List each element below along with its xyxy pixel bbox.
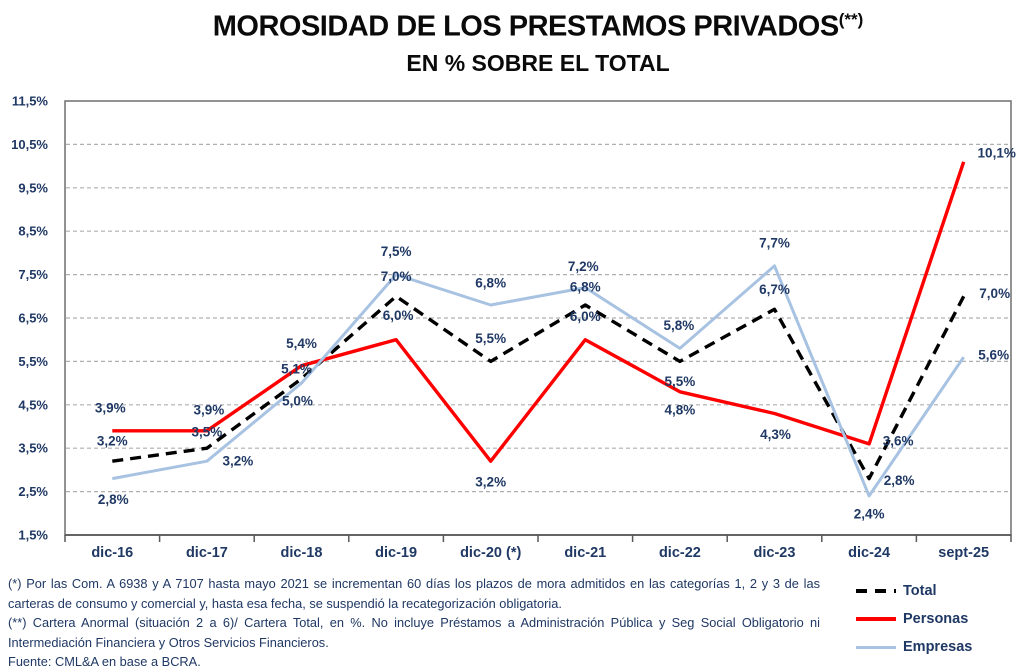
- personas-line-sample: [856, 617, 896, 621]
- data-label-empresas: 7,7%: [759, 235, 790, 250]
- footnote-line-3: (**) Cartera Anormal (situación 2 a 6)/ …: [8, 615, 820, 630]
- x-axis-category-label: dic-18: [281, 545, 323, 561]
- data-label-personas: 3,6%: [883, 433, 914, 448]
- data-label-total: 7,0%: [381, 269, 412, 284]
- data-label-personas: 4,3%: [760, 427, 791, 442]
- data-label-personas: 6,0%: [570, 309, 601, 324]
- legend-label-total: Total: [903, 583, 937, 599]
- legend-item-empresas: Empresas: [856, 633, 972, 661]
- y-axis-tick-label: 2,5%: [18, 484, 48, 499]
- legend: Total Personas Empresas: [856, 577, 972, 661]
- x-axis-category-label: dic-22: [659, 545, 701, 561]
- legend-item-total: Total: [856, 577, 972, 605]
- data-label-personas: 4,8%: [665, 402, 696, 417]
- empresas-line-sample: [856, 645, 896, 649]
- data-label-total: 3,5%: [192, 425, 223, 440]
- y-axis-tick-label: 6,5%: [18, 311, 48, 326]
- series-line-empresas: [112, 264, 965, 498]
- page-title: MOROSIDAD DE LOS PRESTAMOS PRIVADOS(**): [52, 10, 1024, 44]
- footnote-source: Fuente: CML&A en base a BCRA.: [8, 654, 201, 669]
- data-label-empresas: 5,6%: [978, 348, 1009, 363]
- x-axis-category-label: dic-17: [186, 545, 228, 561]
- y-axis-tick-label: 4,5%: [18, 397, 48, 412]
- x-axis-category-label: dic-20 (*): [460, 545, 521, 561]
- data-label-personas: 3,2%: [475, 475, 506, 490]
- page-title-text: MOROSIDAD DE LOS PRESTAMOS PRIVADOS: [212, 10, 839, 43]
- y-axis-tick-label: 9,5%: [18, 180, 48, 195]
- footnotes: (*) Por las Com. A 6938 y A 7107 hasta m…: [8, 574, 820, 672]
- total-dashed-line-sample: [856, 589, 896, 593]
- y-axis-tick-label: 5,5%: [18, 354, 48, 369]
- data-label-empresas: 7,5%: [381, 244, 412, 259]
- legend-label-empresas: Empresas: [903, 639, 973, 655]
- data-label-total: 2,8%: [884, 473, 915, 488]
- footnote-line-4: Intermediación Financiera y Otros Servic…: [8, 634, 329, 650]
- data-label-personas: 5,4%: [286, 336, 317, 351]
- data-label-empresas: 2,8%: [98, 492, 129, 507]
- data-label-total: 6,8%: [570, 279, 601, 294]
- data-label-personas: 3,9%: [95, 400, 126, 415]
- series-line-personas: [112, 161, 966, 463]
- data-label-total: 6,7%: [759, 282, 790, 297]
- legend-item-personas: Personas: [856, 605, 972, 633]
- y-axis-tick-label: 3,5%: [18, 441, 48, 456]
- data-label-total: 5,1%: [281, 361, 312, 376]
- title-superscript: (**): [838, 10, 864, 29]
- data-label-empresas: 5,0%: [282, 394, 313, 409]
- x-axis-category-label: dic-16: [91, 545, 133, 561]
- data-label-empresas: 2,4%: [854, 506, 885, 521]
- footnote-line-1: (*) Por las Com. A 6938 y A 7107 hasta m…: [8, 576, 820, 591]
- x-axis-category-label: dic-24: [848, 545, 890, 561]
- x-axis-category-label: dic-19: [375, 545, 417, 561]
- data-label-empresas: 5,8%: [664, 318, 695, 333]
- y-axis-tick-label: 7,5%: [18, 267, 48, 282]
- data-label-personas: 6,0%: [383, 308, 414, 323]
- y-axis-tick-label: 8,5%: [18, 224, 48, 239]
- data-label-empresas: 7,2%: [568, 259, 599, 274]
- data-label-empresas: 3,2%: [223, 454, 254, 469]
- data-label-empresas: 6,8%: [475, 275, 506, 290]
- series-line-total: [112, 294, 966, 481]
- data-label-personas: 10,1%: [978, 145, 1016, 160]
- x-axis-category-label: dic-21: [564, 545, 606, 561]
- page-subtitle: EN % SOBRE EL TOTAL: [406, 50, 670, 76]
- y-axis-tick-label: 11,5%: [12, 94, 49, 109]
- legend-label-personas: Personas: [903, 611, 969, 627]
- data-label-total: 7,0%: [979, 286, 1010, 301]
- data-label-total: 3,2%: [97, 434, 128, 449]
- x-axis-category-label: dic-23: [754, 545, 796, 561]
- y-axis-tick-label: 1,5%: [18, 528, 48, 543]
- data-label-total: 5,5%: [665, 374, 696, 389]
- data-label-personas: 3,9%: [194, 402, 225, 417]
- data-label-total: 5,5%: [475, 331, 506, 346]
- x-axis-category-label: sept-25: [938, 545, 989, 561]
- footnote-line-2: carteras de consumo y comercial y, hasta…: [8, 595, 562, 611]
- y-axis-tick-label: 10,5%: [11, 137, 48, 152]
